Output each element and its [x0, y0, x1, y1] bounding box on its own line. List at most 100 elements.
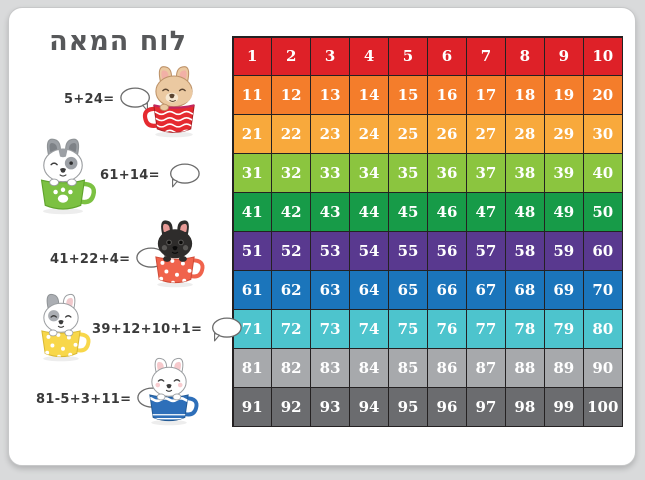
hundred-chart-grid: 1 2 3 4 5 6 7 8 9 10 11 12 13 14 15 16 17 18 19 20 21 22 23 24 2…: [232, 36, 623, 427]
grid-cell-53: 53: [311, 232, 349, 270]
grid-cell-10: 10: [584, 37, 622, 75]
grid-cell-76: 76: [428, 310, 466, 348]
problem-3-expression: 41+22+4=: [50, 252, 131, 267]
grid-cell-60: 60: [584, 232, 622, 270]
grid-cell-56: 56: [428, 232, 466, 270]
grid-cell-7: 7: [467, 37, 505, 75]
grid-cell-47: 47: [467, 193, 505, 231]
grid-cell-49: 49: [545, 193, 583, 231]
grid-cell-82: 82: [272, 349, 310, 387]
grid-cell-58: 58: [506, 232, 544, 270]
grid-cell-44: 44: [350, 193, 388, 231]
grid-cell-3: 3: [311, 37, 349, 75]
tan-dog-in-red-cup-illustration: [142, 66, 195, 138]
grid-cell-92: 92: [272, 388, 310, 426]
grid-cell-25: 25: [389, 115, 427, 153]
grid-cell-57: 57: [467, 232, 505, 270]
grid-cell-39: 39: [545, 154, 583, 192]
grid-cell-17: 17: [467, 76, 505, 114]
grid-cell-73: 73: [311, 310, 349, 348]
grid-cell-36: 36: [428, 154, 466, 192]
grid-cell-15: 15: [389, 76, 427, 114]
grid-cell-32: 32: [272, 154, 310, 192]
grid-cell-100: 100: [584, 388, 622, 426]
grid-cell-51: 51: [233, 232, 271, 270]
grid-cell-66: 66: [428, 271, 466, 309]
grid-cell-30: 30: [584, 115, 622, 153]
speech-bubble-icon: [120, 87, 151, 112]
grid-cell-22: 22: [272, 115, 310, 153]
grid-cell-67: 67: [467, 271, 505, 309]
grid-cell-18: 18: [506, 76, 544, 114]
grid-cell-69: 69: [545, 271, 583, 309]
grid-cell-93: 93: [311, 388, 349, 426]
grid-cell-38: 38: [506, 154, 544, 192]
grid-cell-85: 85: [389, 349, 427, 387]
grid-cell-96: 96: [428, 388, 466, 426]
grid-cell-40: 40: [584, 154, 622, 192]
white-dog-in-blue-cup-illustration: [149, 357, 199, 426]
grid-cell-87: 87: [467, 349, 505, 387]
grid-cell-61: 61: [233, 271, 271, 309]
grid-cell-99: 99: [545, 388, 583, 426]
grid-cell-9: 9: [545, 37, 583, 75]
grid-cell-75: 75: [389, 310, 427, 348]
grid-cell-33: 33: [311, 154, 349, 192]
problem-4-expression: 39+12+10+1=: [92, 322, 203, 337]
grid-cell-68: 68: [506, 271, 544, 309]
grid-cell-21: 21: [233, 115, 271, 153]
problem-1-expression: 5+24=: [64, 92, 115, 107]
grid-cell-50: 50: [584, 193, 622, 231]
grid-cell-45: 45: [389, 193, 427, 231]
problem-5-expression: 81-5+3+11=: [36, 392, 132, 407]
problem-1: 5+24=: [64, 86, 155, 113]
grid-cell-11: 11: [233, 76, 271, 114]
grid-cell-2: 2: [272, 37, 310, 75]
grid-cell-4: 4: [350, 37, 388, 75]
grid-cell-29: 29: [545, 115, 583, 153]
problem-2-expression: 61+14=: [100, 168, 160, 183]
gray-white-dog-in-green-cup-illustration: [40, 138, 97, 215]
problem-4: 39+12+10+1=: [92, 316, 243, 343]
grid-cell-24: 24: [350, 115, 388, 153]
grid-cell-26: 26: [428, 115, 466, 153]
grid-cell-20: 20: [584, 76, 622, 114]
grid-cell-64: 64: [350, 271, 388, 309]
problem-2: 61+14=: [100, 162, 201, 189]
grid-cell-31: 31: [233, 154, 271, 192]
grid-cell-79: 79: [545, 310, 583, 348]
grid-cell-74: 74: [350, 310, 388, 348]
grid-cell-42: 42: [272, 193, 310, 231]
grid-cell-78: 78: [506, 310, 544, 348]
grid-cell-95: 95: [389, 388, 427, 426]
grid-cell-43: 43: [311, 193, 349, 231]
grid-cell-37: 37: [467, 154, 505, 192]
grid-cell-97: 97: [467, 388, 505, 426]
grid-cell-16: 16: [428, 76, 466, 114]
black-dog-in-coral-cup-illustration: [155, 220, 205, 288]
white-gray-dog-in-yellow-cup-illustration: [41, 293, 91, 362]
grid-cell-98: 98: [506, 388, 544, 426]
grid-cell-48: 48: [506, 193, 544, 231]
grid-cell-81: 81: [233, 349, 271, 387]
grid-cell-1: 1: [233, 37, 271, 75]
grid-cell-83: 83: [311, 349, 349, 387]
grid-cell-34: 34: [350, 154, 388, 192]
grid-cell-13: 13: [311, 76, 349, 114]
grid-cell-19: 19: [545, 76, 583, 114]
grid-cell-12: 12: [272, 76, 310, 114]
grid-cell-52: 52: [272, 232, 310, 270]
grid-cell-35: 35: [389, 154, 427, 192]
grid-cell-63: 63: [311, 271, 349, 309]
grid-cell-89: 89: [545, 349, 583, 387]
grid-cell-8: 8: [506, 37, 544, 75]
grid-cell-62: 62: [272, 271, 310, 309]
grid-cell-41: 41: [233, 193, 271, 231]
grid-cell-5: 5: [389, 37, 427, 75]
grid-cell-14: 14: [350, 76, 388, 114]
grid-cell-46: 46: [428, 193, 466, 231]
grid-cell-91: 91: [233, 388, 271, 426]
grid-cell-84: 84: [350, 349, 388, 387]
grid-cell-77: 77: [467, 310, 505, 348]
grid-cell-94: 94: [350, 388, 388, 426]
